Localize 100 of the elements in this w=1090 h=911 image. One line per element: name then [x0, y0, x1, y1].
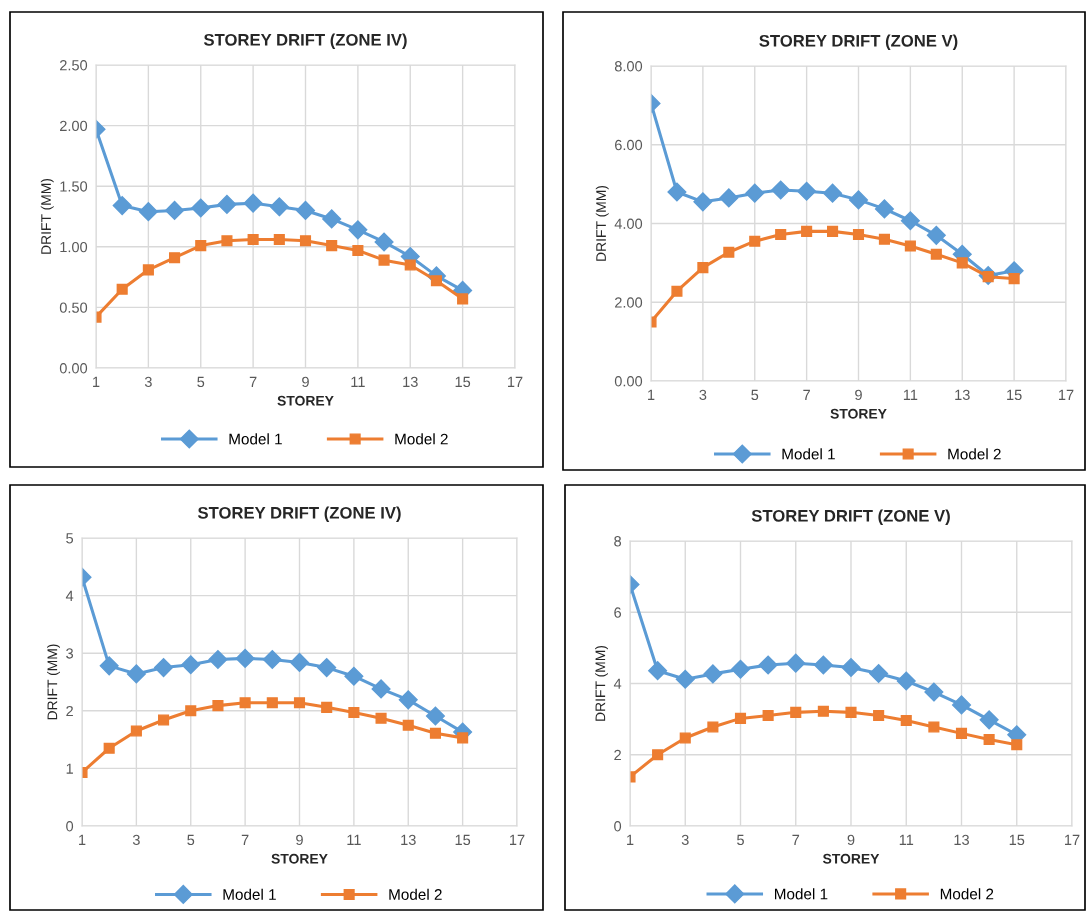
point [904, 240, 916, 252]
y-tick-label: 0.50 [59, 302, 88, 313]
x-tick-label: 5 [737, 834, 744, 846]
point [775, 228, 787, 241]
point [289, 652, 310, 672]
point [983, 733, 995, 745]
x-tick-label: 1 [93, 376, 100, 387]
point [797, 181, 817, 201]
x-tick-label: 15 [455, 376, 471, 388]
x-tick-label: 15 [1007, 389, 1022, 401]
point [873, 710, 885, 722]
point [900, 211, 920, 231]
point [667, 182, 687, 202]
x-tick-label: 17 [508, 376, 523, 387]
x-tick-label: 9 [855, 389, 862, 401]
legend-label: Model 1 [774, 888, 828, 900]
x-axis-title: STOREY [830, 408, 887, 419]
point [762, 710, 774, 722]
point [375, 712, 387, 724]
point [930, 248, 942, 260]
point [212, 700, 224, 712]
y-tick-label: 2.50 [60, 60, 88, 71]
point [648, 661, 668, 681]
x-axis-title: STOREY [822, 853, 880, 864]
point [126, 664, 146, 684]
x-tick-label: 5 [751, 389, 759, 401]
point [112, 196, 132, 216]
point [116, 283, 128, 295]
point [398, 690, 418, 710]
point [371, 679, 391, 699]
point [697, 262, 709, 274]
y-axis-title: DRIFT (MM) [595, 185, 609, 261]
y-axis-title: DRIFT (MM) [47, 644, 60, 720]
legend-label: Model 2 [940, 888, 994, 900]
y-tick-label: 0.00 [614, 376, 643, 387]
point [208, 650, 228, 670]
point [321, 701, 333, 713]
x-tick-label: 17 [510, 834, 525, 845]
point [402, 719, 414, 731]
point [730, 659, 751, 679]
point [878, 233, 890, 245]
point [745, 183, 765, 203]
point [693, 192, 713, 212]
x-axis-title: STOREY [277, 395, 334, 406]
x-tick-label: 11 [899, 834, 914, 845]
x-tick-label: 5 [187, 834, 195, 846]
x-tick-label: 17 [1065, 834, 1080, 845]
point [801, 225, 813, 237]
point [99, 656, 119, 676]
point [195, 240, 207, 252]
x-tick-label: 7 [792, 834, 800, 845]
chart-title: STOREY DRIFT (ZONE V) [759, 34, 958, 51]
point [247, 233, 259, 246]
point [841, 657, 861, 678]
x-tick-label: 9 [296, 834, 303, 846]
point [823, 183, 843, 203]
point [896, 671, 916, 691]
point [295, 200, 316, 220]
point [352, 244, 364, 256]
x-tick-label: 7 [241, 834, 249, 845]
point [671, 285, 683, 297]
x-tick-label: 3 [144, 376, 152, 388]
point [374, 232, 394, 252]
point [900, 714, 912, 727]
x-tick-label: 11 [903, 389, 918, 400]
x-tick-label: 13 [401, 834, 416, 846]
point [322, 209, 342, 229]
point [378, 254, 390, 266]
point [786, 653, 806, 673]
point [181, 655, 201, 675]
point [723, 246, 735, 258]
point [719, 188, 739, 208]
point [951, 695, 972, 715]
y-tick-label: 1.50 [60, 181, 88, 192]
point [348, 706, 360, 719]
point [142, 264, 154, 276]
point [955, 727, 968, 739]
point [293, 697, 306, 709]
point [827, 225, 839, 237]
point [1008, 273, 1020, 285]
point [675, 669, 695, 689]
legend-label: Model 2 [395, 433, 448, 445]
point [404, 259, 416, 271]
point [317, 658, 337, 678]
point [165, 200, 185, 220]
x-tick-label: 13 [954, 834, 969, 846]
point [874, 199, 894, 219]
point [1011, 739, 1023, 751]
y-tick-label: 6 [614, 607, 622, 618]
y-tick-label: 1.00 [60, 241, 88, 253]
x-axis-title: STOREY [271, 853, 328, 864]
y-tick-label: 2.00 [60, 120, 88, 132]
x-tick-label: 9 [847, 834, 855, 846]
point [262, 650, 282, 670]
point [703, 664, 723, 684]
y-tick-label: 8 [614, 536, 622, 547]
x-tick-label: 7 [249, 376, 257, 387]
x-tick-label: 13 [403, 376, 418, 388]
x-tick-label: 3 [699, 389, 707, 401]
point [845, 706, 857, 718]
